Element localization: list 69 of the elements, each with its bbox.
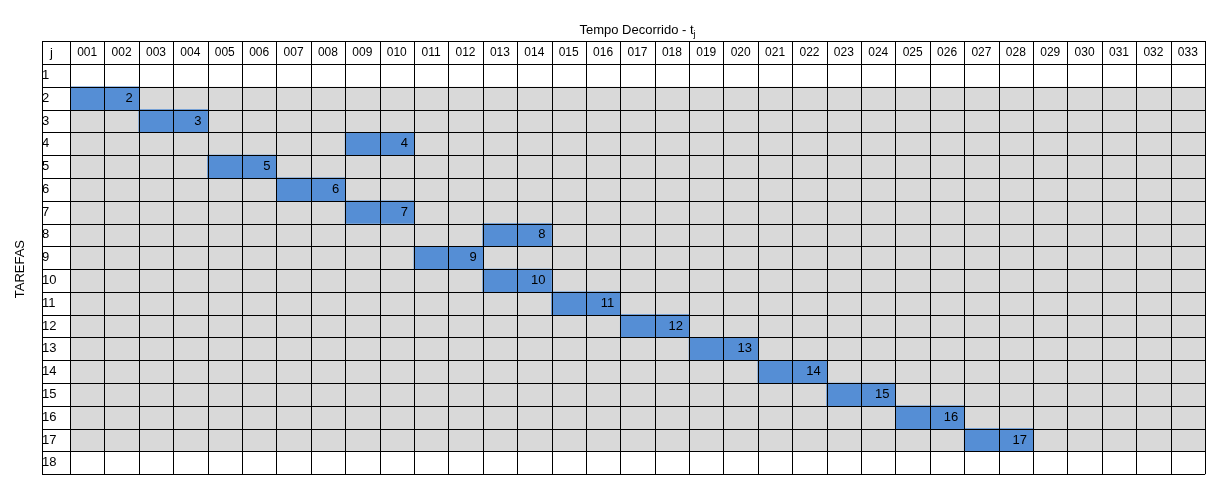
y-tick-label: 2 — [42, 89, 50, 105]
x-tick-label: 019 — [696, 45, 717, 60]
x-tick-label: 026 — [937, 45, 958, 60]
x-tick-label: 008 — [317, 45, 339, 60]
x-tick-label: 024 — [868, 45, 889, 60]
y-tick-label: 9 — [42, 249, 50, 265]
x-tick-label: 012 — [455, 45, 476, 60]
x-tick-label: 005 — [214, 45, 236, 60]
annotation: 11 — [600, 294, 615, 310]
x-tick-label: 009 — [352, 45, 373, 60]
x-tick-label: 001 — [77, 45, 98, 60]
annotation: 8 — [538, 226, 546, 242]
y-axis-title: TAREFAS — [11, 239, 27, 299]
annotation: 14 — [806, 363, 821, 379]
y-tick-label: 7 — [42, 203, 50, 219]
y-tick-label: 13 — [42, 340, 57, 356]
annotation: 15 — [874, 386, 890, 402]
x-tick-label: 017 — [627, 45, 648, 60]
x-tick-label: 018 — [661, 45, 683, 60]
annotation: 10 — [531, 272, 546, 288]
x-tick-label: 015 — [558, 45, 580, 60]
x-tick-label: 014 — [524, 45, 545, 60]
x-tick-label: 007 — [283, 45, 304, 60]
x-tick-label: 003 — [145, 45, 167, 60]
x-tick-label: 032 — [1143, 45, 1164, 60]
y-tick-label: 3 — [42, 112, 50, 128]
x-tick-label: 010 — [386, 45, 408, 60]
y-tick-label: 18 — [42, 454, 57, 470]
x-tick-label: 027 — [971, 45, 992, 60]
y-tick-label: 8 — [42, 226, 50, 242]
y-tick-label: 6 — [42, 180, 50, 196]
y-tick-label: 10 — [42, 272, 57, 288]
annotation: 13 — [737, 340, 752, 356]
x-tick-label: 002 — [111, 45, 132, 60]
y-tick-label: 15 — [42, 386, 57, 402]
annotation: 16 — [943, 408, 959, 424]
y-tick-label: 14 — [42, 363, 57, 379]
y-tick-label: 5 — [42, 158, 50, 174]
annotation: 3 — [194, 112, 202, 128]
x-tick-label: 029 — [1040, 45, 1061, 60]
x-tick-label: 028 — [1005, 45, 1027, 60]
y-tick-label: 17 — [42, 431, 57, 447]
x-tick-label: 022 — [799, 45, 820, 60]
y-tick-label: 4 — [42, 135, 50, 151]
y-tick-label: 1 — [42, 66, 50, 82]
x-tick-label: 025 — [902, 45, 923, 60]
annotation: 4 — [400, 135, 408, 151]
x-tick-label: 031 — [1109, 45, 1130, 60]
y-tick-label: 12 — [42, 317, 57, 333]
annotation: 7 — [400, 203, 408, 219]
annotation: 2 — [125, 89, 133, 105]
text: j — [49, 44, 53, 60]
x-tick-label: 013 — [489, 45, 511, 60]
x-tick-label: 006 — [249, 45, 270, 60]
x-tick-label: 011 — [421, 45, 442, 60]
x-tick-label: 021 — [765, 45, 786, 60]
y-tick-label: 11 — [42, 294, 56, 310]
x-tick-label: 030 — [1074, 45, 1095, 60]
annotation: 5 — [263, 158, 271, 174]
x-tick-label: 020 — [730, 45, 752, 60]
x-tick-label: 033 — [1177, 45, 1199, 60]
y-tick-label: 16 — [42, 408, 57, 424]
annotation: 12 — [668, 317, 684, 333]
annotation: 6 — [331, 180, 340, 196]
x-tick-label: 016 — [593, 45, 614, 60]
annotation: 9 — [469, 249, 477, 265]
x-tick-label: 004 — [180, 45, 201, 60]
annotation: 17 — [1012, 431, 1028, 447]
x-tick-label: 023 — [833, 45, 855, 60]
